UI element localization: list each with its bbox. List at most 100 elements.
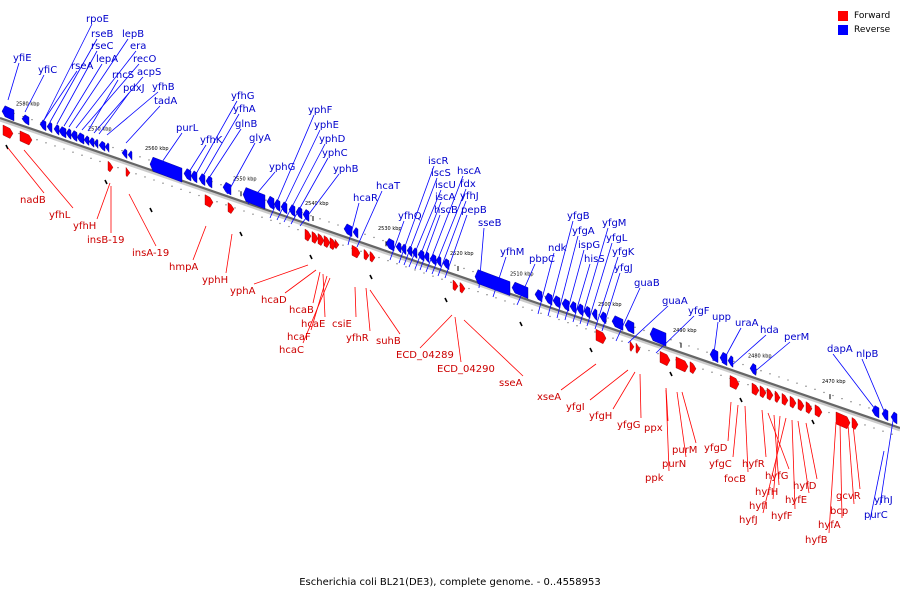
reverse-gene-label: iscR	[428, 156, 448, 167]
reverse-gene-shape	[749, 363, 757, 376]
legend-label-forward: Forward	[854, 11, 891, 21]
reverse-gene-label: yfhG	[231, 91, 255, 102]
reverse-gene-shape	[198, 173, 206, 187]
reverse-gene-shape	[591, 308, 598, 321]
forward-gene-label: sseA	[499, 378, 523, 389]
forward-gene-shape	[107, 160, 114, 173]
reverse-gene-shape	[266, 195, 275, 210]
legend: Forward Reverse	[838, 9, 890, 37]
forward-gene-shape	[19, 130, 33, 146]
reverse-gene-label: fdx	[460, 179, 476, 190]
forward-gene-label: hcaC	[279, 345, 304, 356]
reverse-gene-label: sseB	[478, 218, 502, 229]
reverse-gene-label: uraA	[735, 318, 759, 329]
forward-gene-label: hmpA	[169, 262, 198, 273]
forward-gene-shape	[452, 279, 459, 292]
reverse-gene-shape	[98, 140, 106, 152]
reverse-gene-label: yfhB	[152, 82, 175, 93]
forward-gene-shape	[311, 231, 319, 244]
reverse-gene-shape	[205, 175, 213, 189]
forward-gene-label: csiE	[332, 319, 352, 330]
reverse-gene-shape	[343, 223, 353, 237]
reverse-gene-shape	[149, 156, 183, 183]
forward-gene-label: hyfE	[785, 495, 807, 506]
legend-item-reverse: Reverse	[838, 23, 890, 37]
forward-gene-label: hyfR	[742, 459, 765, 470]
reverse-gene-shape	[395, 241, 402, 254]
reverse-gene-shape	[121, 148, 128, 160]
reverse-gene-label: nlpB	[856, 349, 878, 360]
tick-label: 2530 kbp	[378, 226, 402, 232]
reverse-gene-shape	[474, 269, 511, 296]
forward-gene-label: insB-19	[87, 235, 125, 246]
reverse-gene-shape	[53, 124, 60, 136]
reverse-gene-shape	[46, 121, 53, 134]
forward-gene-shape	[304, 228, 312, 242]
reverse-gene-shape	[727, 355, 734, 368]
reverse-gene-label: yfhM	[500, 247, 524, 258]
reverse-gene-label: iscU	[435, 180, 456, 191]
reverse-gene-shape	[288, 204, 296, 218]
forward-gene-label: yphA	[230, 286, 256, 297]
reverse-gene-shape	[83, 135, 90, 146]
forward-gene-label: ECD_04290	[437, 364, 495, 375]
reverse-gene-label: pbpC	[529, 254, 555, 265]
reverse-gene-label: yfiE	[13, 53, 32, 64]
reverse-gene-label: iscS	[431, 168, 451, 179]
forward-gene-shape	[797, 398, 805, 412]
tick-label: 2510 kbp	[510, 272, 534, 278]
forward-gene-label: yfgG	[617, 420, 641, 431]
forward-gene-label: bcp	[830, 506, 848, 517]
reverse-gene-label: yphF	[308, 105, 333, 116]
forward-gene-shape	[2, 124, 14, 139]
reverse-gene-label: lepB	[122, 29, 144, 40]
forward-gene-label: yphH	[202, 275, 228, 286]
forward-gene-label: nadB	[20, 195, 46, 206]
reverse-gene-shape	[127, 150, 133, 161]
legend-label-reverse: Reverse	[854, 25, 891, 35]
forward-gene-shape	[675, 356, 689, 373]
reverse-gene-shape	[273, 199, 281, 212]
forward-gene-label: hyfD	[793, 481, 817, 492]
forward-gene-label: ppx	[644, 423, 663, 434]
forward-gene-label: hyfG	[765, 471, 789, 482]
reverse-gene-label: yfhJ	[874, 495, 893, 506]
tick-label: 2550 kbp	[233, 176, 257, 182]
reverse-gene-shape	[88, 137, 95, 148]
reverse-gene-label: yfgL	[606, 233, 628, 244]
forward-gene-label: ECD_04289	[396, 350, 454, 361]
forward-gene-label: purN	[662, 459, 686, 470]
reverse-gene-label: iscA	[435, 192, 455, 203]
forward-gene-shape	[789, 395, 797, 409]
reverse-gene-label: yphB	[333, 164, 359, 175]
reverse-gene-label: purC	[864, 510, 888, 521]
forward-gene-label: yfgH	[589, 411, 612, 422]
forward-gene-label: focB	[724, 474, 746, 485]
reverse-gene-label: ndk	[548, 243, 567, 254]
reverse-gene-shape	[58, 126, 67, 139]
forward-gene-shape	[204, 194, 214, 208]
reverse-gene-shape	[302, 209, 310, 222]
reverse-gene-shape	[21, 114, 30, 126]
reverse-gene-label: yfhQ	[398, 211, 422, 222]
reverse-gene-shape	[435, 255, 442, 268]
reverse-gene-shape	[352, 227, 359, 239]
forward-gene-label: hcaE	[301, 319, 325, 330]
forward-gene-label: yfhL	[49, 210, 71, 221]
forward-gene-label: hcaB	[289, 305, 314, 316]
reverse-gene-shape	[890, 411, 898, 425]
forward-gene-shape	[125, 166, 131, 178]
reverse-gene-label: hscB	[434, 205, 458, 216]
reverse-gene-label: tadA	[154, 96, 177, 107]
forward-gene-shape	[729, 375, 740, 390]
legend-item-forward: Forward	[838, 9, 890, 23]
reverse-gene-label: guaA	[662, 296, 688, 307]
reverse-gene-shape	[70, 130, 78, 142]
forward-gene-shape	[659, 351, 671, 367]
reverse-gene-label: hisS	[584, 254, 605, 265]
reverse-gene-label: rpoE	[86, 14, 109, 25]
gene-features	[1, 105, 898, 430]
reverse-gene-shape	[552, 295, 561, 309]
